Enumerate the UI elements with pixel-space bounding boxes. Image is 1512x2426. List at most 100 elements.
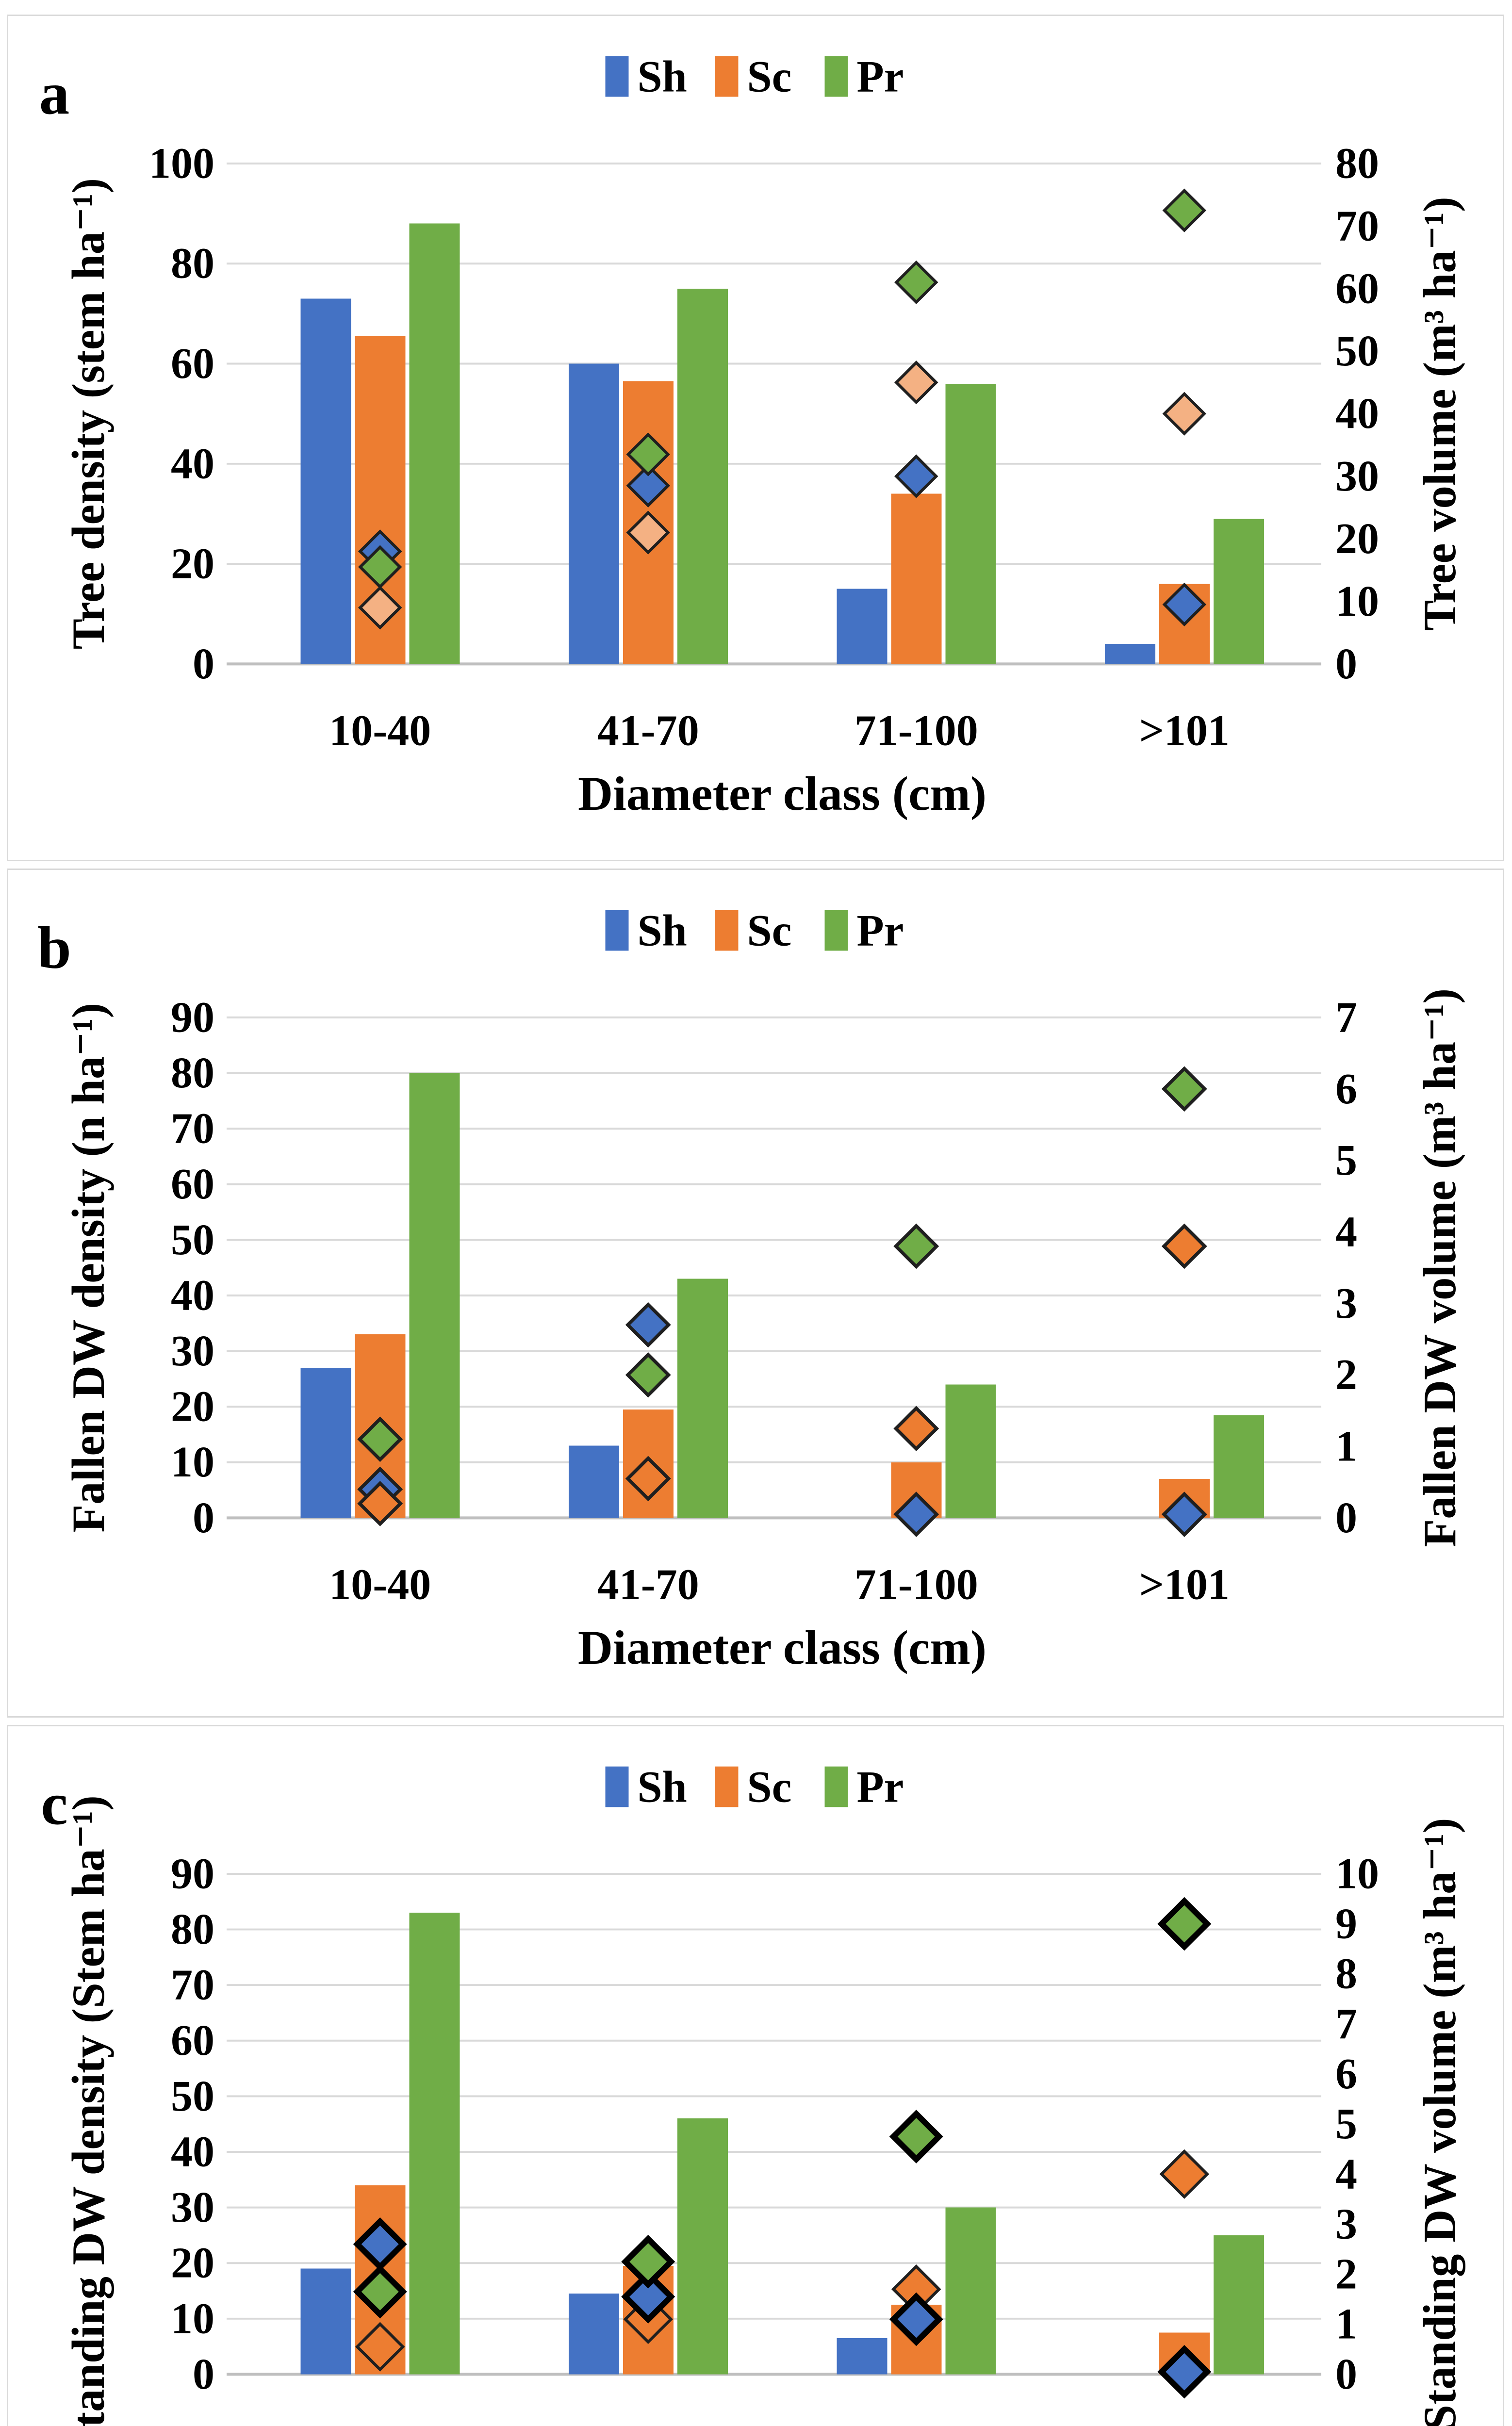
y-axis-tick-label: 20	[171, 2239, 214, 2287]
y-axis-title: Tree density (stem ha⁻¹)	[63, 178, 114, 649]
x-axis-category-label: 41-70	[597, 707, 699, 755]
y2-axis-tick-label: 60	[1335, 264, 1379, 312]
legend-label-Sc: Sc	[747, 906, 792, 955]
panel-c-svg: cShScPr010203040506070809001234567891010…	[41, 1762, 1465, 2426]
y-axis-tick-label: 90	[171, 1850, 214, 1898]
legend-label-Sh: Sh	[638, 1762, 687, 1812]
y-axis-tick-label: 40	[171, 1272, 214, 1320]
marker-Sh-volume-71-100	[893, 1492, 939, 1537]
panel-c-standing-dw-chart: cShScPr010203040506070809001234567891010…	[7, 1725, 1504, 2426]
bar-Pr->101	[1213, 1415, 1264, 1518]
bar-Sc-71-100	[891, 493, 942, 664]
marker-Pr-volume-41-70	[625, 1352, 671, 1398]
x-axis-category-label: 71-100	[855, 1561, 978, 1609]
bar-Pr-41-70	[677, 288, 728, 664]
marker-Pr-volume-10-40	[353, 2264, 407, 2319]
marker-Sc-volume-41-70	[625, 1456, 671, 1502]
y2-axis-tick-label: 8	[1335, 1950, 1357, 1998]
bar-Pr-71-100	[945, 1384, 996, 1518]
marker-Pr-volume-41-70	[626, 432, 670, 476]
y-axis-tick-label: 100	[149, 140, 214, 188]
y-axis-tick-label: 40	[171, 2128, 214, 2176]
x-axis-category-label: >101	[1139, 1561, 1230, 1609]
y2-axis-tick-label: 30	[1335, 452, 1379, 500]
y2-axis-tick-label: 80	[1335, 140, 1379, 188]
x-axis-category-label: >101	[1139, 707, 1230, 755]
marker-Pr-volume-41-70	[621, 2235, 675, 2289]
y-axis-tick-label: 40	[171, 440, 214, 488]
y-axis-tick-label: 30	[171, 2183, 214, 2231]
y-axis-tick-label: 70	[171, 1961, 214, 2009]
y2-axis-tick-label: 0	[1335, 640, 1357, 688]
marker-Sh-volume-41-70	[625, 1302, 671, 1348]
y-axis-tick-label: 90	[171, 994, 214, 1042]
bar-Pr-71-100	[945, 2207, 996, 2375]
x-axis-category-label: 41-70	[597, 2417, 699, 2426]
y-axis-tick-label: 60	[171, 1160, 214, 1208]
y2-axis-tick-label: 5	[1335, 1136, 1357, 1184]
y-axis-tick-label: 70	[171, 1105, 214, 1153]
bar-Pr-10-40	[409, 1913, 460, 2375]
marker-Sc-volume-41-70	[626, 510, 670, 555]
y2-axis-title: Fallen DW volume (m³ ha⁻¹)	[1414, 988, 1465, 1547]
bar-Pr->101	[1213, 519, 1264, 664]
marker-Sc-volume-10-40	[358, 586, 402, 630]
bar-Sh-10-40	[300, 298, 351, 664]
bar-Pr->101	[1213, 2235, 1264, 2375]
y-axis-tick-label: 10	[171, 2295, 214, 2343]
y-axis-title: Fallen DW density (n ha⁻¹)	[63, 1003, 114, 1533]
y2-axis-tick-label: 5	[1335, 2100, 1357, 2148]
y-axis-tick-label: 80	[171, 240, 214, 288]
bar-Sh-71-100	[837, 2338, 887, 2375]
y-axis-tick-label: 10	[171, 1438, 214, 1486]
marker-Sc-volume->101	[1159, 2149, 1209, 2199]
legend-swatch-Pr	[824, 910, 848, 951]
marker-Sc-volume-71-100	[894, 361, 938, 405]
y-axis-tick-label: 0	[193, 1494, 214, 1542]
marker-Sh-volume-41-70	[621, 2270, 675, 2324]
marker-Sc-volume-10-40	[355, 2322, 405, 2372]
y2-axis-tick-label: 1	[1335, 1423, 1357, 1471]
legend-swatch-Sh	[605, 910, 629, 951]
marker-Sh-volume-71-100	[889, 2292, 943, 2346]
y2-axis-tick-label: 20	[1335, 515, 1379, 563]
x-axis-category-label: 10-40	[329, 1561, 431, 1609]
panel-b-fallen-dw-chart: b Sh Sc Pr 0 10 20 30 40 50 60 70 80 90 0 1 2 3 4 5 6 7 10-40 4…	[7, 869, 1504, 1718]
y-axis-tick-label: 30	[171, 1327, 214, 1375]
x-axis-category-label: 71-100	[855, 2417, 978, 2426]
legend-label-Sc: Sc	[747, 1762, 791, 1812]
y2-axis-tick-label: 3	[1335, 2200, 1357, 2248]
y2-axis-tick-label: 9	[1335, 1900, 1357, 1948]
y2-axis-tick-label: 7	[1335, 994, 1357, 1042]
legend-label-Pr: Pr	[857, 906, 904, 955]
bar-Pr-10-40	[409, 1073, 460, 1518]
legend-label-Sh: Sh	[638, 906, 687, 955]
y2-axis-tick-label: 2	[1335, 2250, 1357, 2298]
y2-axis-tick-label: 0	[1335, 2350, 1357, 2398]
marker-Pr-volume->101	[1157, 1897, 1212, 1951]
marker-Pr-volume->101	[1161, 1066, 1207, 1112]
y2-axis-tick-label: 40	[1335, 390, 1379, 438]
bar-Sh-41-70	[568, 363, 619, 664]
marker-Pr-volume->101	[1162, 188, 1206, 232]
bar-Sh->101	[1104, 644, 1155, 664]
y-axis-title: Standing DW density (Stem ha⁻¹)	[63, 1795, 114, 2426]
legend-swatch-Sh	[605, 56, 629, 97]
marker-Sh-volume-41-70	[626, 463, 670, 508]
y2-axis-tick-label: 3	[1335, 1279, 1357, 1328]
marker-Sc-volume-71-100	[893, 1406, 939, 1452]
y2-axis-tick-label: 0	[1335, 1494, 1357, 1542]
y2-axis-tick-label: 70	[1335, 202, 1379, 250]
marker-Pr-volume-71-100	[894, 260, 938, 305]
marker-Pr-volume-10-40	[358, 545, 402, 589]
y2-axis-tick-label: 50	[1335, 327, 1379, 375]
legend-swatch-Sc	[715, 56, 739, 97]
x-axis-category-label: >101	[1139, 2417, 1230, 2426]
panel-letter: a	[39, 60, 69, 127]
marker-Pr-volume-71-100	[889, 2110, 943, 2164]
marker-Sh-volume->101	[1162, 582, 1206, 626]
y-axis-tick-label: 80	[171, 1049, 214, 1097]
bar-Sh-10-40	[300, 1367, 351, 1518]
x-axis-category-label: 71-100	[855, 707, 978, 755]
y2-axis-tick-label: 4	[1335, 2150, 1357, 2198]
